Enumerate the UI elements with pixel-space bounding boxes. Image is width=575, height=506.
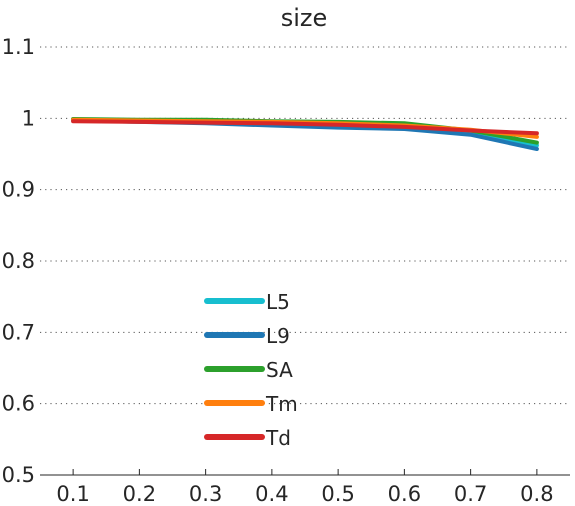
x-tick-label: 0.4: [255, 482, 288, 506]
legend-label-td: Td: [265, 426, 291, 450]
series-line-td: [71, 119, 539, 136]
x-tick-label: 0.8: [520, 482, 553, 506]
x-tick-label: 0.2: [123, 482, 156, 506]
series: [71, 117, 539, 151]
y-tick-label: 0.9: [2, 178, 35, 202]
x-tick-labels: 0.1 0.2 0.3 0.4 0.5 0.6 0.7 0.8: [56, 482, 553, 506]
x-tick-label: 0.6: [388, 482, 421, 506]
legend-label-l5: L5: [266, 290, 290, 314]
y-tick-label: 0.5: [2, 463, 35, 487]
y-tick-label: 0.8: [2, 249, 35, 273]
axes: [40, 469, 570, 476]
y-tick-label: 0.6: [2, 392, 35, 416]
legend-label-l9: L9: [266, 324, 290, 348]
x-tick-label: 0.5: [321, 482, 354, 506]
x-tick-label: 0.3: [189, 482, 222, 506]
x-tick-label: 0.7: [454, 482, 487, 506]
legend-label-sa: SA: [266, 358, 293, 382]
chart-title: size: [281, 4, 328, 32]
legend: L5 L9 SA Tm Td: [204, 290, 298, 450]
y-tick-label: 1: [22, 106, 35, 130]
y-tick-label: 0.7: [2, 320, 35, 344]
x-tick-label: 0.1: [56, 482, 89, 506]
grid: [40, 46, 570, 405]
y-tick-labels: 0.5 0.6 0.7 0.8 0.9 1 1.1: [2, 35, 35, 487]
y-tick-label: 1.1: [2, 35, 35, 59]
legend-label-tm: Tm: [265, 392, 298, 416]
